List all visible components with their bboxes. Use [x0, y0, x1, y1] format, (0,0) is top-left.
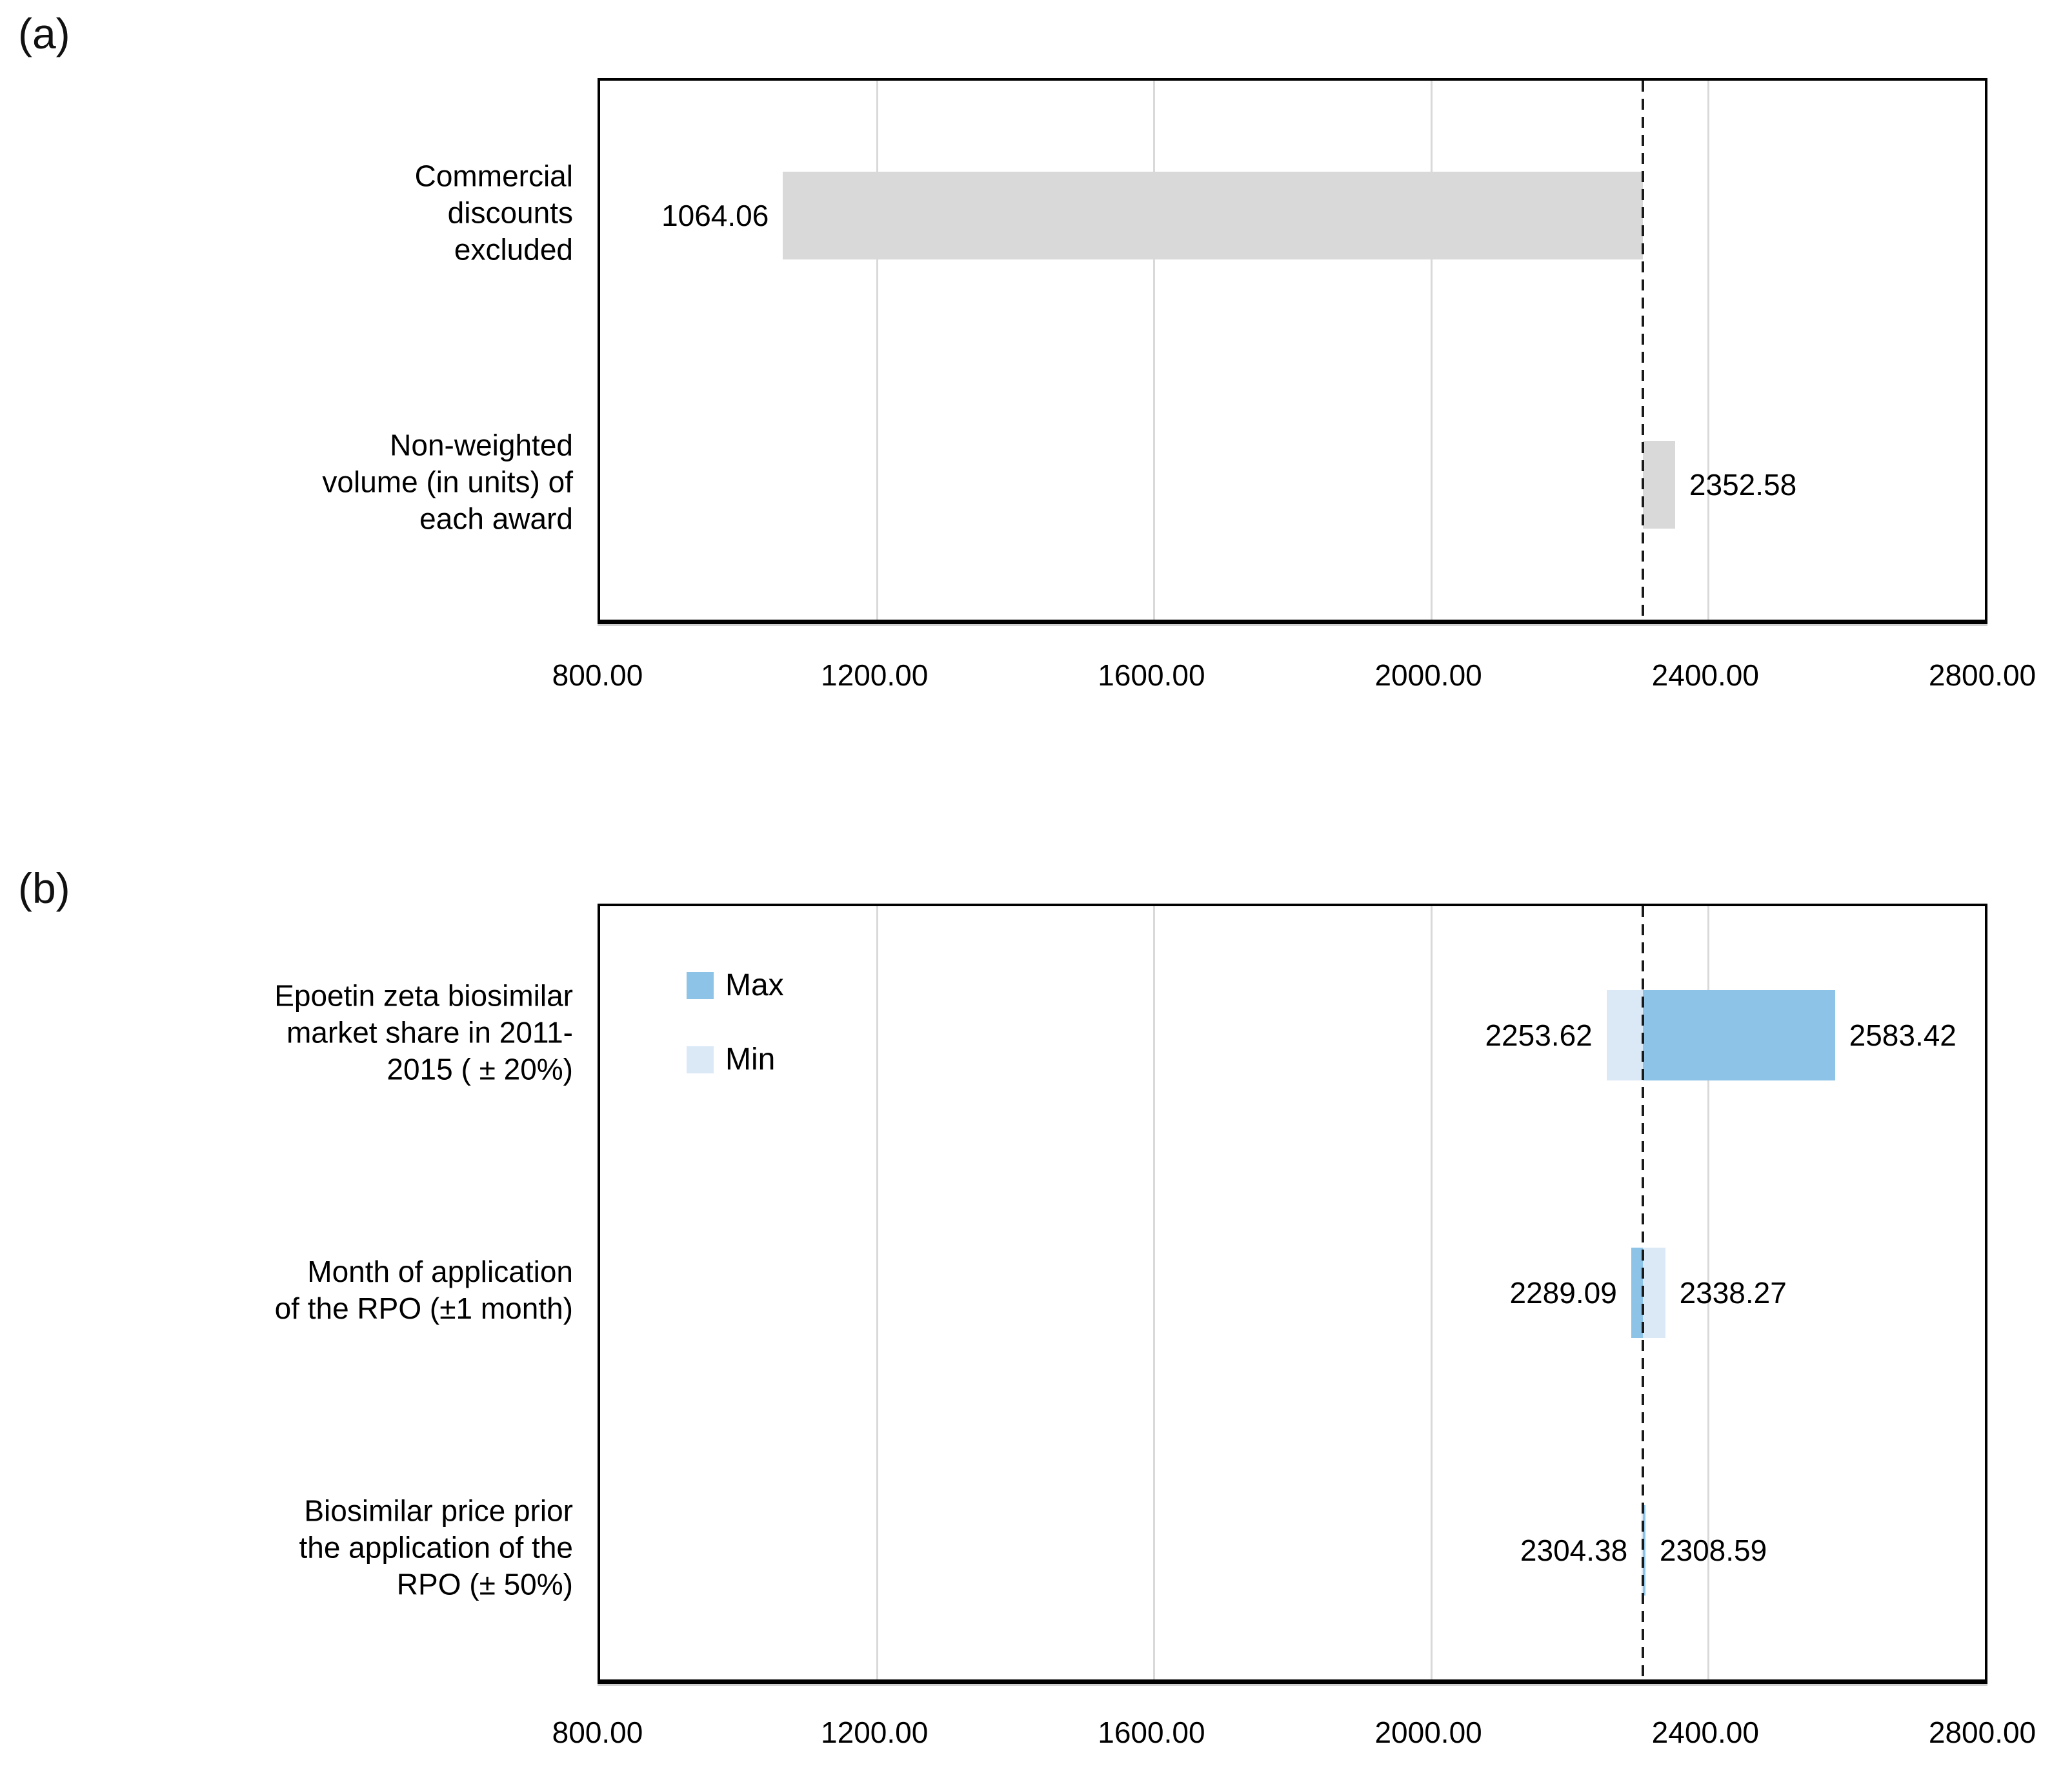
category-label: Non-weighted volume (in units) of each awa…	[322, 428, 573, 536]
value-label: 2289.09	[1509, 1276, 1617, 1310]
axis-tick-label: 1200.00	[821, 1716, 929, 1749]
value-label: 2352.58	[1689, 468, 1797, 502]
value-label: 2253.62	[1485, 1018, 1593, 1052]
legend-label-min: Min	[725, 1042, 776, 1077]
bar-segment-max	[1643, 989, 1835, 1080]
category-label: Epoetin zeta biosimilar market share in 2…	[274, 978, 573, 1086]
bar-segment	[783, 171, 1644, 259]
gridline-1600	[1153, 906, 1156, 1679]
gridline-2000	[1430, 906, 1433, 1679]
category-label: Commercial discounts excluded	[414, 159, 573, 267]
value-label: 1064.06	[661, 198, 769, 232]
legend-item-min: Min	[687, 1042, 775, 1077]
panel-b-tag: (b)	[18, 864, 70, 912]
panel-a-tag: (a)	[18, 10, 70, 57]
axis-tick-label: 2800.00	[1928, 658, 2037, 692]
bar-segment-min	[1606, 989, 1644, 1080]
legend-swatch-min-icon	[687, 1046, 714, 1073]
category-label: Biosimilar price prior the application of…	[299, 1494, 573, 1601]
axis-tick-label: 2400.00	[1651, 1716, 1759, 1749]
legend-swatch-max-icon	[687, 971, 714, 999]
legend-label-max: Max	[725, 968, 784, 1002]
axis-tick-label: 800.00	[552, 1716, 643, 1749]
bar-segment	[1643, 441, 1675, 529]
gridline-1600	[1153, 81, 1156, 620]
value-label: 2583.42	[1849, 1018, 1956, 1052]
gridline-2400	[1707, 81, 1709, 620]
axis-tick-label: 1600.00	[1098, 1716, 1205, 1749]
axis-tick-label: 1600.00	[1098, 658, 1205, 692]
gridline-1200	[876, 906, 879, 1679]
axis-tick-label: 2800.00	[1928, 1716, 2037, 1749]
baseline-dashed-line	[1642, 906, 1645, 1679]
bar-segment-min	[1643, 1248, 1665, 1338]
gridline-2000	[1430, 81, 1433, 620]
axis-tick-label: 800.00	[552, 658, 643, 692]
axis-tick-label: 2000.00	[1374, 1716, 1482, 1749]
panel-a-plot-area: 1064.06 2352.58	[598, 78, 1987, 624]
value-label: 2338.27	[1679, 1276, 1787, 1310]
value-label: 2304.38	[1520, 1534, 1628, 1568]
gridline-2400	[1707, 906, 1709, 1679]
axis-tick-label: 2400.00	[1651, 658, 1759, 692]
axis-tick-label: 1200.00	[821, 658, 929, 692]
value-label: 2308.59	[1659, 1534, 1767, 1568]
baseline-dashed-line	[1642, 81, 1645, 620]
gridline-1200	[876, 81, 879, 620]
axis-tick-label: 2000.00	[1374, 658, 1482, 692]
bar-segment-max	[1631, 1248, 1644, 1338]
legend-item-max: Max	[687, 968, 784, 1003]
panel-b-plot-area: 2253.62 2583.42 2289.09 2338.27 2304.38 2308.…	[598, 904, 1987, 1684]
category-label: Month of application of the RPO (±1 month…	[274, 1255, 573, 1325]
